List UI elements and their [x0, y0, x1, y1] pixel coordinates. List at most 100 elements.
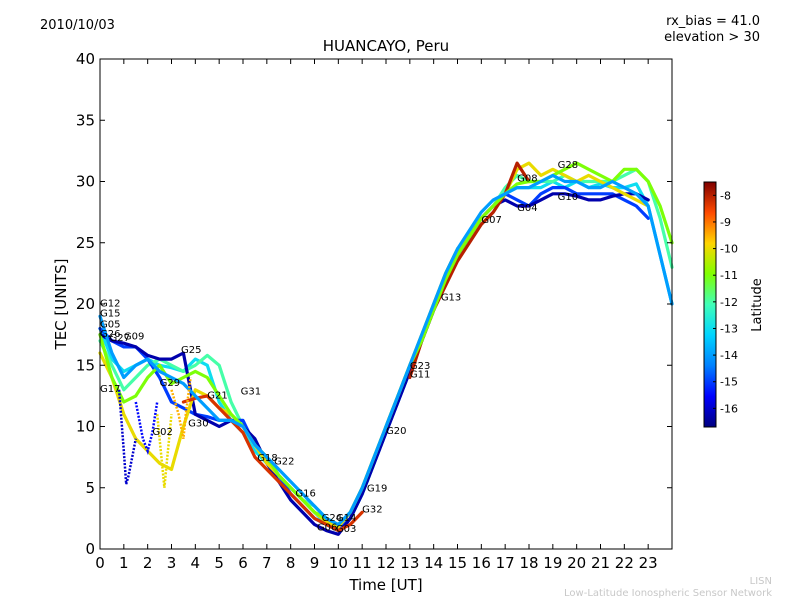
tec-series-7 — [98, 161, 674, 527]
colorbar-tick-label: -11 — [720, 269, 738, 282]
satellite-label-g23: G23 — [410, 361, 430, 372]
satellite-label-g07: G07 — [481, 215, 501, 226]
axis-layer: 0 1 2 3 4 5 6 7 8 9 10 11 12 13 14 15 16 17 18 19 20 21 22 2305… — [76, 50, 672, 572]
y-axis-label: TEC [UNITS] — [52, 259, 70, 351]
tec-series-8 — [98, 173, 674, 527]
satellite-label-g21: G21 — [207, 390, 227, 401]
x-tick-label: 6 — [238, 554, 248, 572]
satellite-label-g12: G12 — [100, 298, 120, 309]
plot-frame — [99, 58, 673, 550]
satellite-label-g03: G03 — [336, 524, 356, 535]
satellite-label-g13: G13 — [441, 292, 461, 303]
rx-bias-label: rx_bias = 41.0 — [666, 14, 760, 29]
satellite-label-g17: G17 — [100, 384, 120, 395]
x-tick-label: 18 — [519, 554, 538, 572]
x-tick-label: 21 — [591, 554, 610, 572]
satellite-label-g31: G31 — [241, 387, 261, 398]
x-tick-label: 11 — [353, 554, 372, 572]
tec-dip-0 — [117, 389, 138, 485]
credit: LISN Low-Latitude Ionospheric Sensor Net… — [564, 576, 772, 600]
colorbar-tick-label: -12 — [720, 296, 738, 309]
colorbar-tick-label: -13 — [720, 322, 738, 335]
colorbar-tick-label: -9 — [720, 216, 731, 229]
date-label: 2010/10/03 — [40, 18, 115, 33]
x-tick-label: 4 — [191, 554, 201, 572]
x-tick-label: 7 — [262, 554, 272, 572]
satellite-label-g11: G11 — [410, 370, 430, 381]
x-tick-label: 12 — [376, 554, 395, 572]
colorbar-gradient — [703, 181, 717, 428]
x-tick-label: 10 — [329, 554, 348, 572]
y-tick-label: 0 — [85, 540, 95, 558]
x-tick-label: 22 — [615, 554, 634, 572]
colorbar: -8 -9 -10 -11 -12 -13 -14 -15 -16 — [703, 181, 738, 428]
colorbar-label: Latitude — [750, 278, 765, 332]
satellite-label-g08: G08 — [517, 174, 537, 185]
colorbar-tick-label: -10 — [720, 243, 738, 256]
x-tick-label: 23 — [639, 554, 658, 572]
tec-dip-2 — [134, 401, 159, 456]
colorbar-tick-label: -8 — [720, 189, 731, 202]
colorbar-tick-label: -16 — [720, 402, 738, 415]
credit-short: LISN — [749, 576, 772, 587]
satellite-label-g25: G25 — [181, 345, 201, 356]
params-label: rx_bias = 41.0 elevation > 30 — [664, 14, 760, 46]
satellite-label-g19: G19 — [367, 483, 387, 494]
colorbar-tick-label: -15 — [720, 376, 738, 389]
y-tick-label: 35 — [76, 111, 95, 129]
series-layer — [98, 161, 674, 536]
satellite-label-g27: G27 — [110, 333, 130, 344]
x-tick-label: 13 — [400, 554, 419, 572]
satellite-label-g24: G24 — [322, 513, 342, 524]
x-tick-label: 9 — [310, 554, 320, 572]
satellite-label-g14: G14 — [336, 513, 356, 524]
x-tick-label: 1 — [119, 554, 129, 572]
x-tick-label: 17 — [496, 554, 515, 572]
x-tick-label: 3 — [167, 554, 177, 572]
tec-dip-1 — [155, 414, 173, 488]
satellite-label-g32: G32 — [362, 504, 382, 515]
satellite-label-g30: G30 — [188, 419, 208, 430]
credit-long: Low-Latitude Ionospheric Sensor Network — [564, 588, 772, 599]
satellite-label-g26: G26 — [100, 329, 120, 340]
colorbar-tick-label: -14 — [720, 349, 738, 362]
tec-series-6 — [181, 394, 364, 533]
x-tick-label: 16 — [472, 554, 491, 572]
satellite-label-g16: G16 — [295, 488, 315, 499]
y-tick-label: 20 — [76, 295, 95, 313]
satellite-label-g28: G28 — [558, 160, 578, 171]
y-tick-label: 10 — [76, 418, 95, 436]
y-tick-label: 30 — [76, 173, 95, 191]
tec-series-2 — [98, 186, 650, 533]
satellite-label-g02: G02 — [152, 427, 172, 438]
y-tick-label: 40 — [76, 50, 95, 68]
tec-series-0 — [98, 179, 674, 533]
y-tick-label: 15 — [76, 356, 95, 374]
tec-dip-3 — [170, 377, 192, 440]
elevation-label: elevation > 30 — [664, 30, 760, 45]
satellite-label-g22: G22 — [274, 456, 294, 467]
satellite-label-g18: G18 — [257, 453, 277, 464]
satellite-label-g15: G15 — [100, 308, 120, 319]
chart-title: HUANCAYO, Peru — [322, 37, 450, 55]
x-tick-label: 2 — [143, 554, 153, 572]
x-tick-label: 8 — [286, 554, 296, 572]
x-tick-label: 0 — [95, 554, 105, 572]
x-tick-label: 15 — [448, 554, 467, 572]
satellite-label-g09: G09 — [124, 332, 144, 343]
x-tick-label: 19 — [543, 554, 562, 572]
x-tick-label: 14 — [424, 554, 443, 572]
x-tick-label: 5 — [214, 554, 224, 572]
y-tick-label: 5 — [85, 479, 95, 497]
x-axis-label: Time [UT] — [348, 576, 422, 594]
satellite-label-g29: G29 — [160, 378, 180, 389]
satellite-label-g04: G04 — [517, 203, 537, 214]
y-tick-label: 25 — [76, 234, 95, 252]
x-tick-label: 20 — [567, 554, 586, 572]
satellite-label-g10: G10 — [558, 192, 578, 203]
satellite-label-g20: G20 — [386, 426, 406, 437]
satellite-label-g05: G05 — [100, 319, 120, 330]
satellite-label-g06: G06 — [317, 523, 337, 534]
